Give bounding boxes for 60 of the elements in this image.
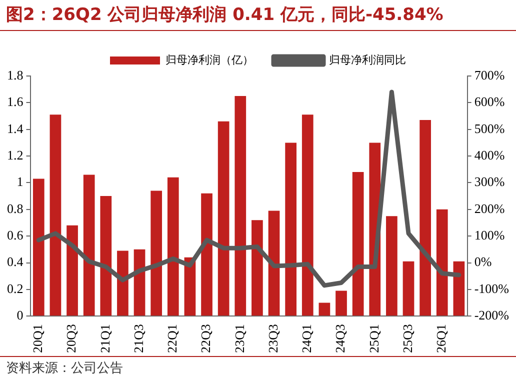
y-tick-label: 1 bbox=[16, 174, 24, 190]
bar bbox=[352, 172, 364, 316]
bar bbox=[234, 96, 246, 316]
x-tick-label: 20Q3 bbox=[64, 324, 79, 353]
bar bbox=[336, 290, 347, 316]
y2-tick-label: -100% bbox=[474, 280, 510, 296]
y-tick-label: 0.2 bbox=[7, 280, 24, 296]
text: 资料来源：公司公告 bbox=[0, 356, 516, 381]
y-tick-label: 1.6 bbox=[7, 94, 24, 110]
bar bbox=[50, 114, 62, 316]
y-tick-label: 0 bbox=[16, 308, 24, 323]
bar bbox=[100, 196, 112, 316]
y2-tick-label: 100% bbox=[474, 227, 505, 242]
bar bbox=[201, 193, 212, 316]
y2-tick-label: 400% bbox=[474, 147, 505, 162]
bar bbox=[83, 174, 95, 316]
x-tick-label: 25Q1 bbox=[366, 324, 382, 353]
y2-tick-label: 0% bbox=[474, 254, 492, 270]
bar bbox=[453, 261, 465, 316]
y-tick-label: 0.4 bbox=[7, 254, 24, 270]
legend-label: 归母净利润同比 bbox=[329, 53, 406, 66]
bar bbox=[318, 302, 330, 316]
x-tick-label: 22Q3 bbox=[198, 324, 214, 353]
x-tick-label: 20Q1 bbox=[30, 324, 46, 353]
bar bbox=[436, 209, 448, 316]
bar bbox=[150, 190, 162, 316]
y2-tick-label: -200% bbox=[474, 308, 510, 323]
bar bbox=[66, 225, 78, 316]
x-tick-label: 21Q3 bbox=[130, 324, 146, 353]
x-tick-label: 23Q3 bbox=[265, 324, 280, 353]
y-tick-label: 0.6 bbox=[7, 227, 24, 242]
y-tick-label: 0.8 bbox=[7, 200, 24, 216]
bar bbox=[268, 210, 280, 316]
x-tick-label: 26Q1 bbox=[434, 324, 449, 353]
chart-title: 图2：26Q2 公司归母净利润 0.41 亿元，同比-45.84% bbox=[0, 0, 516, 31]
bar bbox=[285, 142, 296, 316]
bar bbox=[167, 177, 179, 316]
bar bbox=[386, 216, 398, 316]
bar bbox=[218, 121, 230, 316]
y2-tick-label: 200% bbox=[474, 200, 505, 216]
y-tick-label: 1.4 bbox=[7, 120, 24, 136]
bar bbox=[117, 250, 128, 316]
x-tick-label: 21Q1 bbox=[97, 324, 112, 353]
y-tick-label: 1.8 bbox=[7, 67, 24, 82]
x-tick-label: 22Q1 bbox=[164, 324, 180, 353]
x-tick-label: 23Q1 bbox=[232, 324, 247, 353]
bar bbox=[32, 178, 44, 316]
x-tick-label: 24Q3 bbox=[332, 324, 348, 353]
x-tick-label: 25Q3 bbox=[400, 324, 415, 353]
legend-label: 归母净利润（亿） bbox=[166, 53, 254, 66]
y-tick-label: 1.2 bbox=[7, 147, 24, 162]
bar bbox=[252, 220, 263, 316]
bar bbox=[302, 114, 314, 316]
y2-tick-label: 500% bbox=[474, 120, 505, 136]
bar bbox=[420, 120, 431, 316]
x-tick-label: 24Q1 bbox=[299, 324, 314, 353]
y2-tick-label: 600% bbox=[474, 94, 505, 110]
bar bbox=[402, 261, 414, 316]
y2-tick-label: 300% bbox=[474, 174, 505, 190]
y2-tick-label: 700% bbox=[474, 67, 505, 82]
